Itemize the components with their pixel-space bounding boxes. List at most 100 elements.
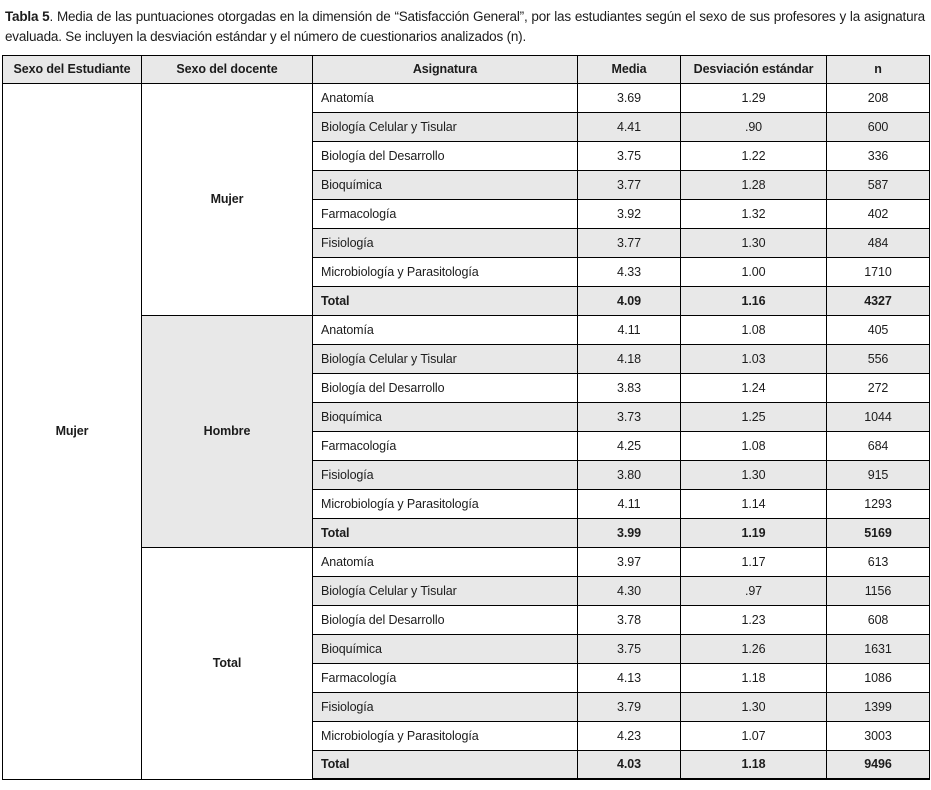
docente-sex-cell: Hombre [141,314,313,548]
de-cell: 1.26 [680,633,827,664]
media-cell: 3.79 [577,691,681,722]
table-row: Total Anatomía 3.97 1.17 613 [3,546,930,780]
table-row: Fisiología 3.79 1.30 1399 [3,691,930,722]
asignatura-cell: Microbiología y Parasitología [312,720,578,751]
n-cell: 1399 [826,691,930,722]
n-cell: 600 [826,111,930,142]
docente-sex-cell: Mujer [141,82,313,316]
student-sex-cell: Mujer [2,82,142,780]
n-cell: 5169 [826,517,930,548]
n-cell: 556 [826,343,930,374]
n-cell: 915 [826,459,930,490]
asignatura-cell: Farmacología [312,198,578,229]
n-cell: 402 [826,198,930,229]
table-row: Farmacología 3.92 1.32 402 [3,198,930,229]
de-cell: 1.25 [680,401,827,432]
asignatura-cell: Biología Celular y Tisular [312,575,578,606]
n-cell: 1044 [826,401,930,432]
de-cell: 1.18 [680,662,827,693]
header-asignatura: Asignatura [312,54,578,84]
de-cell: 1.30 [680,691,827,722]
table-row: Biología del Desarrollo 3.83 1.24 272 [3,372,930,403]
n-cell: 405 [826,314,930,345]
asignatura-cell: Biología del Desarrollo [312,604,578,635]
n-cell: 208 [826,82,930,113]
media-cell: 3.75 [577,633,681,664]
de-cell: 1.00 [680,256,827,287]
media-cell: 4.03 [577,749,681,780]
media-cell: 3.77 [577,169,681,200]
de-cell: 1.16 [680,285,827,316]
media-cell: 4.18 [577,343,681,374]
de-cell: 1.29 [680,82,827,113]
asignatura-cell: Anatomía [312,82,578,113]
de-cell: .97 [680,575,827,606]
media-cell: 3.73 [577,401,681,432]
asignatura-cell: Fisiología [312,227,578,258]
header-student-sex: Sexo del Estudiante [2,54,142,84]
table-row: Farmacología 4.13 1.18 1086 [3,662,930,693]
asignatura-cell: Total [312,285,578,316]
n-cell: 1086 [826,662,930,693]
n-cell: 1710 [826,256,930,287]
header-desviacion: Desviación estándar [680,54,827,84]
asignatura-cell: Biología del Desarrollo [312,140,578,171]
table-row: Hombre Anatomía 4.11 1.08 405 [3,314,930,548]
n-cell: 3003 [826,720,930,751]
table-row: Microbiología y Parasitología 4.33 1.00 … [3,256,930,287]
n-cell: 684 [826,430,930,461]
n-cell: 1631 [826,633,930,664]
asignatura-cell: Anatomía [312,314,578,345]
de-cell: 1.14 [680,488,827,519]
media-cell: 3.77 [577,227,681,258]
table-row: Biología Celular y Tisular 4.18 1.03 556 [3,343,930,374]
table-row: Biología del Desarrollo 3.78 1.23 608 [3,604,930,635]
de-cell: 1.23 [680,604,827,635]
n-cell: 608 [826,604,930,635]
n-cell: 587 [826,169,930,200]
de-cell: 1.32 [680,198,827,229]
table-row: Biología del Desarrollo 3.75 1.22 336 [3,140,930,171]
table-row: Bioquímica 3.77 1.28 587 [3,169,930,200]
de-cell: 1.30 [680,227,827,258]
n-cell: 9496 [826,749,930,780]
n-cell: 484 [826,227,930,258]
asignatura-cell: Bioquímica [312,401,578,432]
media-cell: 3.97 [577,546,681,577]
asignatura-cell: Biología Celular y Tisular [312,343,578,374]
table-caption-label: Tabla 5 [5,9,50,24]
table-row: Bioquímica 3.73 1.25 1044 [3,401,930,432]
n-cell: 272 [826,372,930,403]
media-cell: 4.11 [577,488,681,519]
asignatura-cell: Fisiología [312,459,578,490]
table-row: Mujer Mujer Anatomía 3.69 1.29 208 [2,82,930,780]
n-cell: 613 [826,546,930,577]
media-cell: 4.09 [577,285,681,316]
table-row: Fisiología 3.80 1.30 915 [3,459,930,490]
asignatura-cell: Fisiología [312,691,578,722]
table-row: Bioquímica 3.75 1.26 1631 [3,633,930,664]
asignatura-cell: Microbiología y Parasitología [312,488,578,519]
header-media: Media [577,54,681,84]
de-cell: 1.08 [680,314,827,345]
asignatura-cell: Bioquímica [312,633,578,664]
section-total-row: Total 4.09 1.16 4327 [3,285,930,316]
table-row: Biología Celular y Tisular 4.41 .90 600 [3,111,930,142]
grand-total-row: Total 4.03 1.18 9496 [3,749,930,780]
media-cell: 3.78 [577,604,681,635]
de-cell: .90 [680,111,827,142]
media-cell: 4.41 [577,111,681,142]
header-docente-sex: Sexo del docente [141,54,313,84]
media-cell: 3.75 [577,140,681,171]
de-cell: 1.30 [680,459,827,490]
asignatura-cell: Total [312,517,578,548]
de-cell: 1.22 [680,140,827,171]
docente-sex-cell: Total [141,546,313,780]
header-row: Sexo del Estudiante Sexo del docente Asi… [2,54,930,84]
table-caption-text: . Media de las puntuaciones otorgadas en… [5,9,925,45]
media-cell: 4.33 [577,256,681,287]
media-cell: 4.25 [577,430,681,461]
header-n: n [826,54,930,84]
de-cell: 1.24 [680,372,827,403]
